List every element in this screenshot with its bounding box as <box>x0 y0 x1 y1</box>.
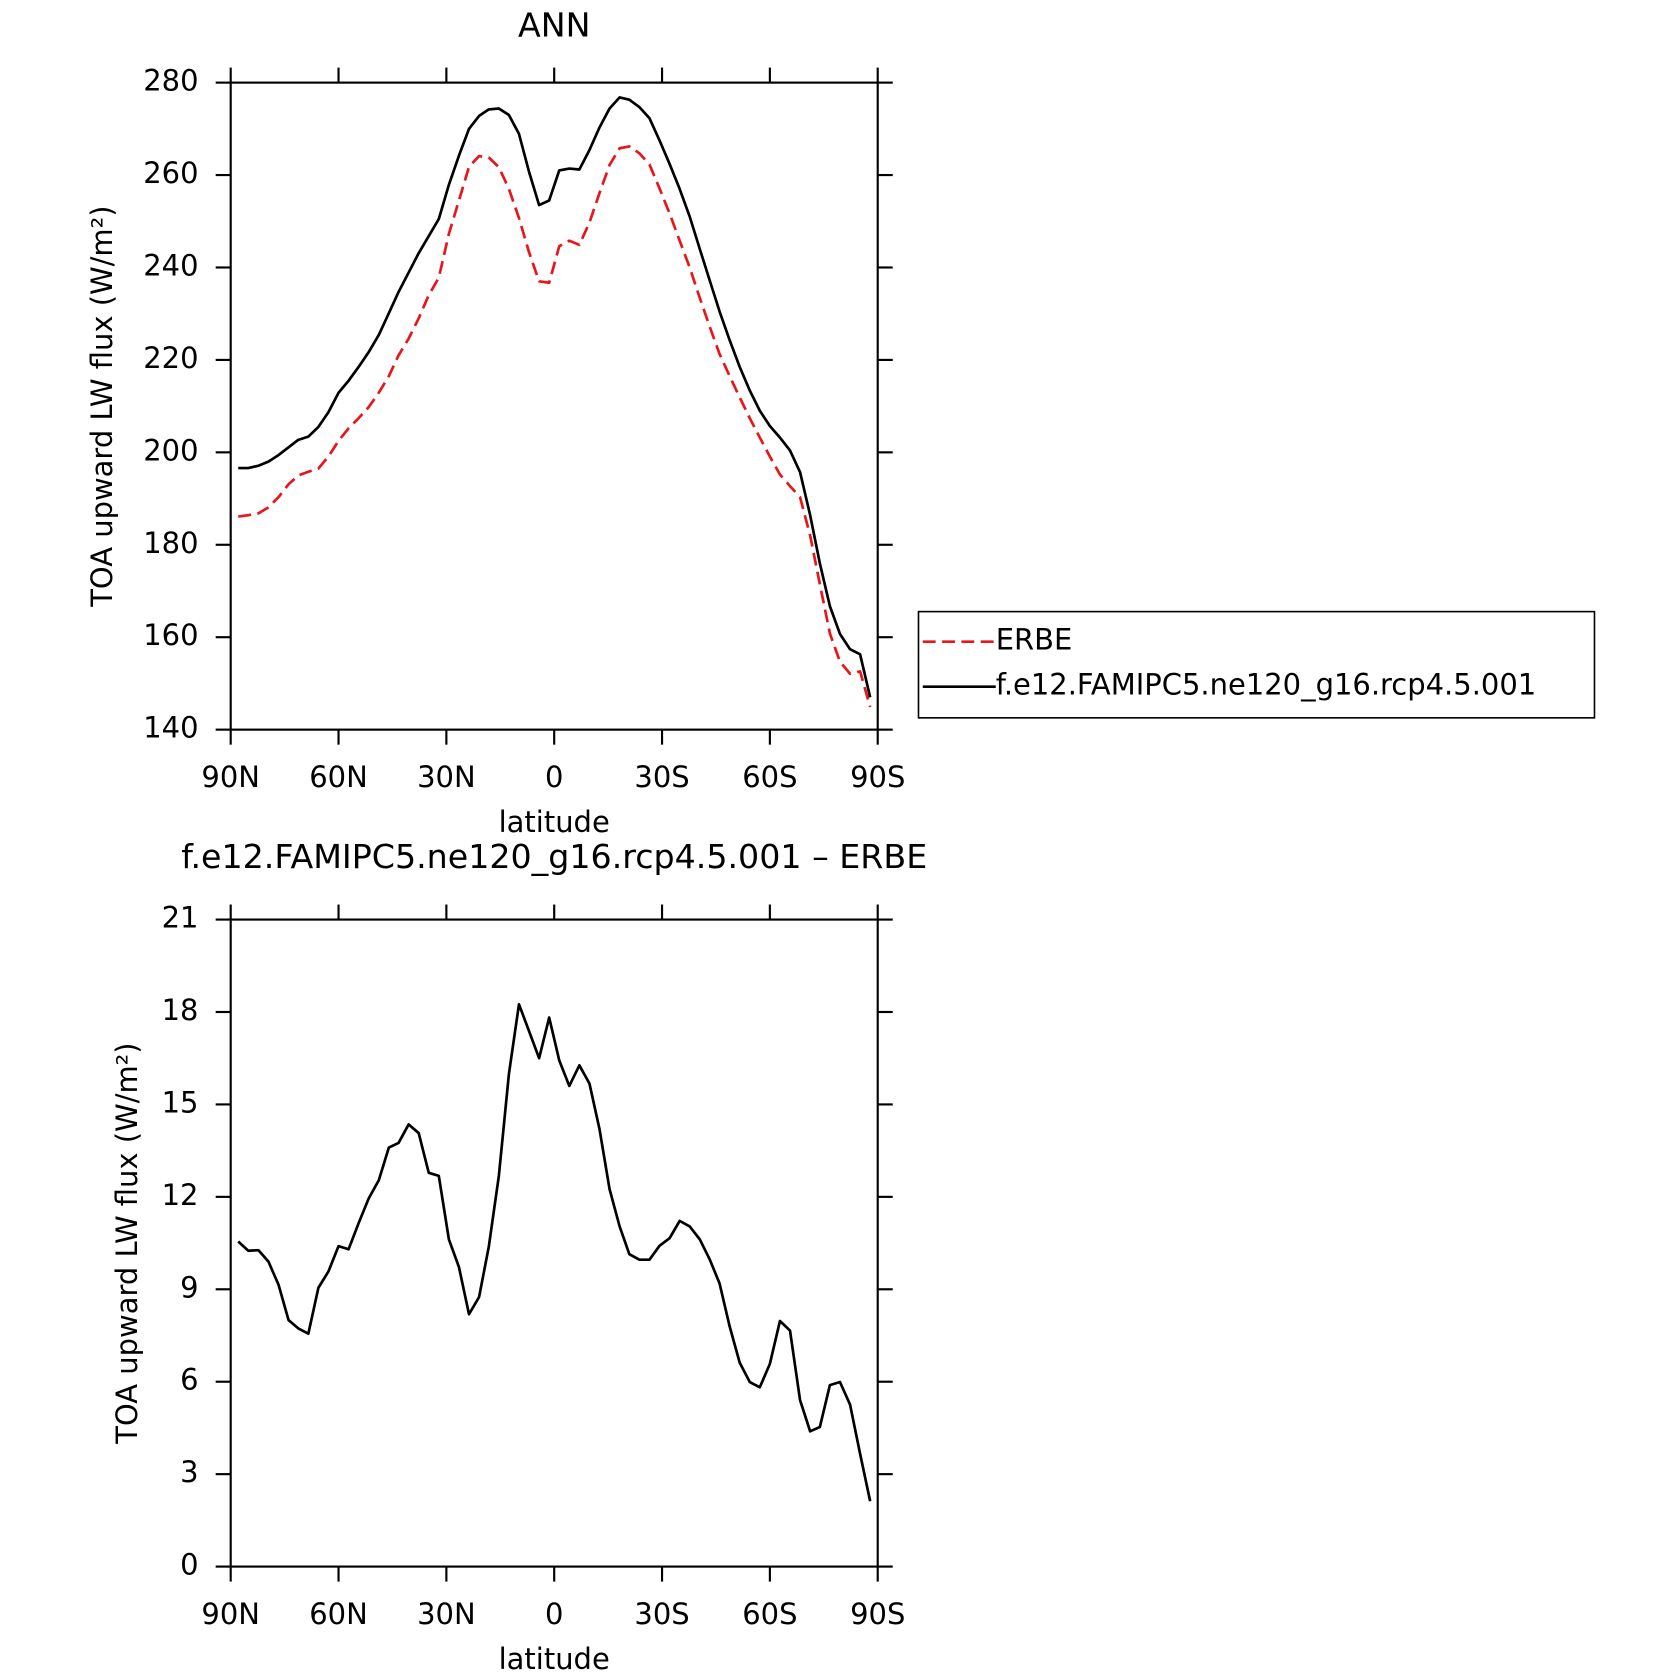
x-tick-label: 30N <box>417 1597 476 1631</box>
legend-label: f.e12.FAMIPC5.ne120_g16.rcp4.5.001 <box>996 668 1536 702</box>
x-tick-label: 90N <box>201 760 260 794</box>
y-tick-label: 15 <box>162 1085 199 1119</box>
plot-frame <box>229 918 879 1568</box>
x-tick-label: 90S <box>850 760 905 794</box>
x-tick-label: 0 <box>545 1597 563 1631</box>
y-tick-label: 280 <box>143 64 198 98</box>
data-line <box>237 1002 872 1502</box>
legend-label: ERBE <box>996 623 1073 657</box>
x-axis-label: latitude <box>499 805 610 839</box>
x-tick-label: 90S <box>850 1597 905 1631</box>
x-tick-label: 30S <box>634 760 689 794</box>
x-tick-label: 30S <box>634 1597 689 1631</box>
data-line <box>238 145 872 708</box>
y-tick-label: 240 <box>143 248 198 282</box>
x-axis-label: latitude <box>499 1642 610 1674</box>
legend-box <box>917 610 1596 719</box>
y-tick-label: 140 <box>143 711 198 745</box>
y-tick-label: 160 <box>143 618 198 652</box>
chart-title: ANN <box>518 5 591 44</box>
y-tick-label: 12 <box>162 1178 199 1212</box>
y-tick-label: 3 <box>180 1455 198 1489</box>
y-tick-label: 220 <box>143 341 198 375</box>
data-line <box>238 96 872 698</box>
chart-title: f.e12.FAMIPC5.ne120_g16.rcp4.5.001 – ERB… <box>181 837 927 876</box>
y-tick-label: 6 <box>180 1363 198 1397</box>
x-tick-label: 60N <box>309 760 368 794</box>
x-tick-label: 0 <box>545 760 563 794</box>
y-tick-label: 21 <box>162 901 199 935</box>
y-tick-label: 18 <box>162 993 199 1027</box>
x-tick-label: 90N <box>201 1597 260 1631</box>
y-tick-label: 9 <box>180 1270 198 1304</box>
x-tick-label: 30N <box>417 760 476 794</box>
plot-frame <box>229 81 879 731</box>
y-tick-label: 180 <box>143 526 198 560</box>
x-tick-label: 60S <box>742 1597 797 1631</box>
y-tick-label: 200 <box>143 433 198 467</box>
y-tick-label: 260 <box>143 156 198 190</box>
y-axis-label: TOA upward LW flux (W/m²) <box>110 1042 144 1444</box>
y-axis-label: TOA upward LW flux (W/m²) <box>85 205 119 607</box>
y-tick-label: 0 <box>180 1548 198 1582</box>
x-tick-label: 60N <box>309 1597 368 1631</box>
x-tick-label: 60S <box>742 760 797 794</box>
